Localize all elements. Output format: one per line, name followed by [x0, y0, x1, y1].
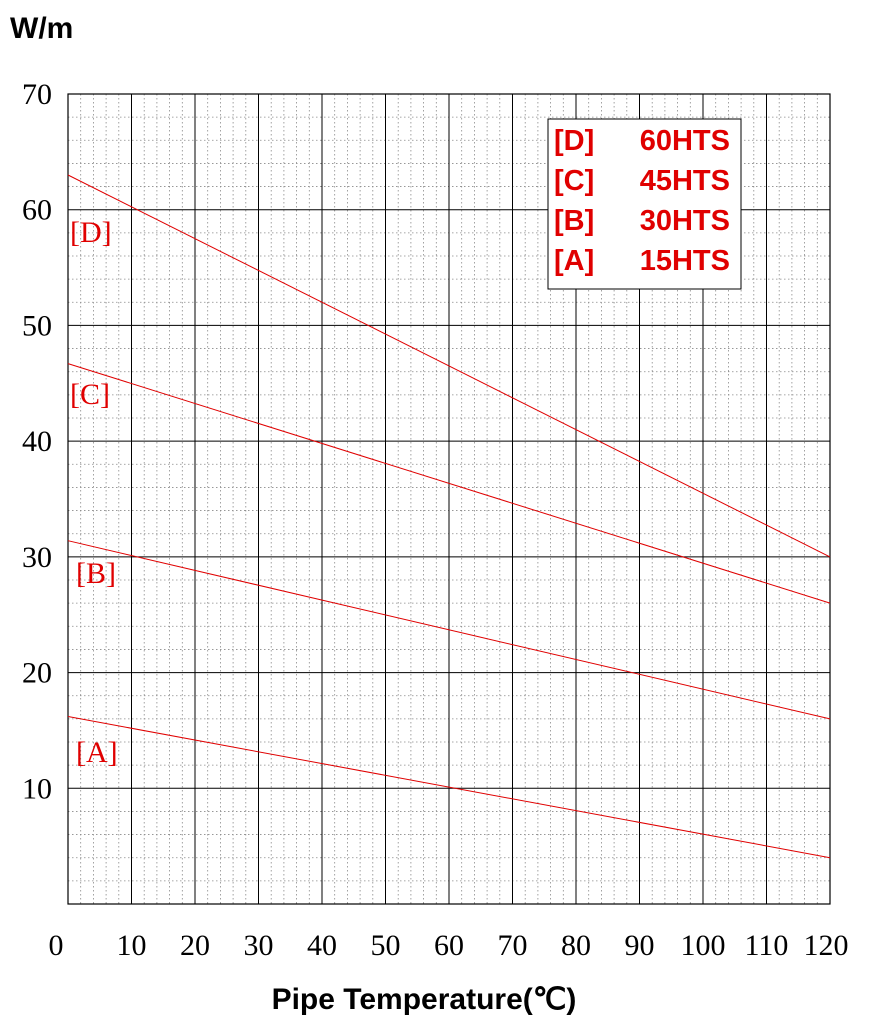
y-axis-label: W/m [10, 12, 73, 45]
series-labels: [D] [C] [B] [A] [70, 216, 118, 769]
x-tick-label: 100 [681, 929, 726, 962]
x-tick-label: 50 [371, 929, 401, 962]
legend-key: [D] [554, 125, 594, 157]
x-tick-label: 0 [49, 929, 64, 962]
x-tick-label: 110 [745, 929, 789, 962]
series-line [67, 540, 831, 720]
x-axis-title: Pipe Temperature(℃) [272, 983, 577, 1016]
legend-key: [C] [554, 165, 594, 197]
series-label: [B] [76, 557, 116, 590]
y-tick-label: 70 [22, 78, 52, 111]
series-label: [C] [70, 378, 110, 411]
legend: [D] 60HTS [C] 45HTS [B] 30HTS [A] 15HTS [547, 118, 742, 290]
y-tick-labels: 10 20 30 40 50 60 70 [22, 78, 52, 805]
series-line [67, 363, 831, 604]
y-tick-label: 60 [22, 194, 52, 227]
legend-entry: 60HTS [640, 125, 730, 157]
legend-entry: 15HTS [640, 245, 730, 277]
series-lines [67, 174, 831, 859]
y-tick-label: 30 [22, 541, 52, 574]
legend-box [547, 118, 742, 290]
legend-key: [A] [554, 245, 594, 277]
y-tick-label: 10 [22, 772, 52, 805]
legend-entry: 45HTS [640, 165, 730, 197]
x-tick-label: 120 [804, 929, 849, 962]
x-tick-label: 40 [307, 929, 337, 962]
x-tick-label: 60 [434, 929, 464, 962]
x-tick-label: 90 [625, 929, 655, 962]
legend-key: [B] [554, 205, 594, 237]
series-line [67, 716, 831, 859]
series-label: [D] [70, 216, 112, 249]
y-tick-label: 40 [22, 425, 52, 458]
x-tick-label: 70 [498, 929, 528, 962]
x-tick-label: 30 [244, 929, 274, 962]
x-tick-label: 80 [561, 929, 591, 962]
plot-frame [67, 93, 831, 905]
x-tick-label: 10 [117, 929, 147, 962]
legend-entry: 30HTS [640, 205, 730, 237]
y-tick-label: 20 [22, 657, 52, 690]
series-line [67, 174, 831, 558]
series-label: [A] [76, 736, 118, 769]
x-tick-labels: 0 10 20 30 40 50 60 70 80 90 100 110 120 [49, 929, 849, 962]
y-tick-label: 50 [22, 309, 52, 342]
x-tick-label: 20 [180, 929, 210, 962]
